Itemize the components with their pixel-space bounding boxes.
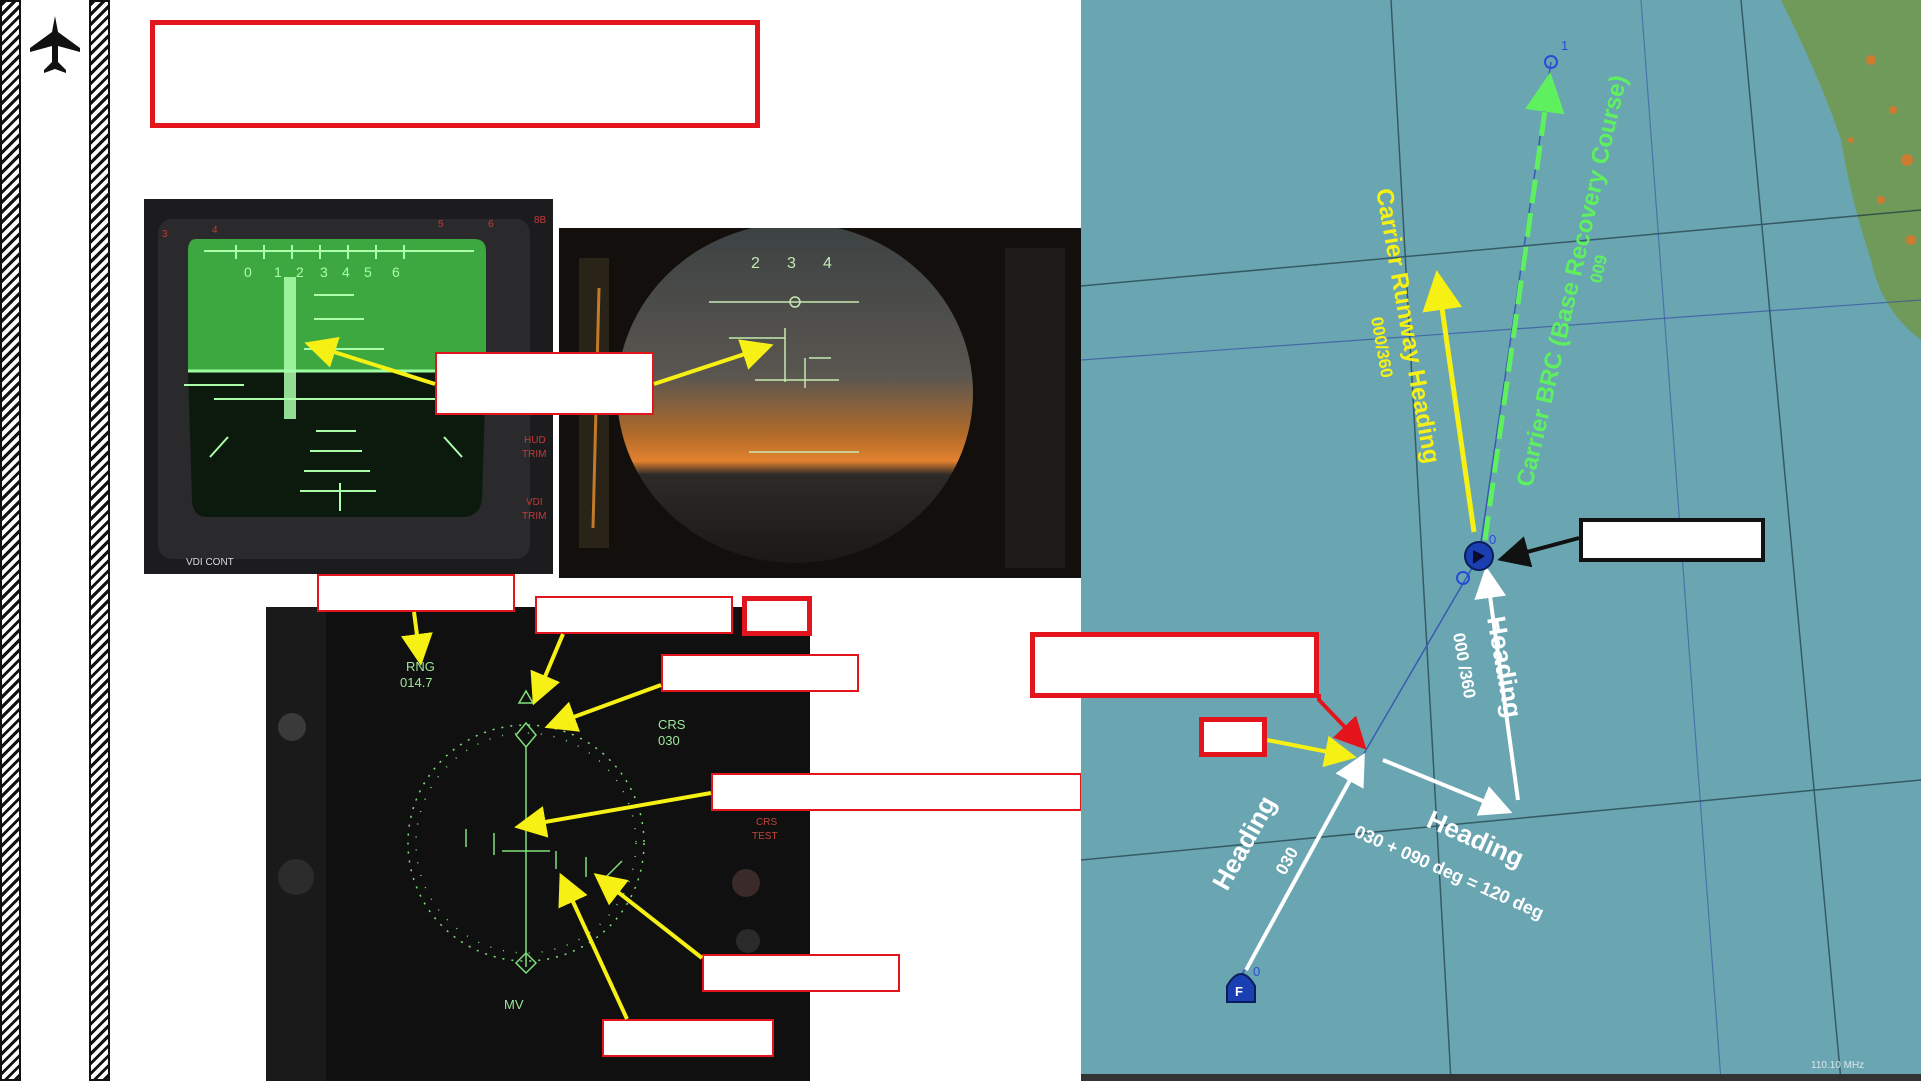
label-box-carrier [1579,518,1765,562]
vdi-top-num: 3 [162,229,168,240]
player-marker-label: F [1235,984,1243,999]
vdi-scale-num: 4 [342,264,350,280]
vdi-hud-label: HUD [524,435,546,446]
waypoint-0-label: 0 [1489,532,1496,547]
vdi-top-num: 5 [438,219,444,230]
vdi-top-num: 6 [488,219,494,230]
vdi-vdi-trim-label: TRIM [522,511,546,522]
label-box-vdi-hud [435,352,654,415]
label-box-course [661,654,859,692]
vdi-top-num: 8B [534,215,547,226]
map-panel: 1 0 0 F Carrier Runway Heading 000/360 C… [1081,0,1921,1081]
left-stripe-inner [89,0,110,1081]
vdi-scale-num: 5 [364,264,372,280]
frequency-readout: 110.10 MHz [1811,1060,1864,1071]
label-box-small [742,596,812,636]
jet-icon [28,14,82,76]
label-box-route-point [1030,632,1319,698]
vdi-top-num: 4 [212,225,218,236]
vdi-scale-num: 6 [392,264,400,280]
hud-scale-num: 2 [751,255,760,272]
title-box [150,20,760,128]
label-box-bottom [602,1019,774,1057]
hsd-rng-value: 014.7 [400,675,433,690]
hud-panel: 2 3 4 [559,228,1081,578]
hsd-side-label: TEST [752,831,778,842]
vdi-hud-trim-label: TRIM [522,449,546,460]
label-box-aircraft [711,773,1082,811]
hsd-crs-value: 030 [658,733,680,748]
hud-scale-num: 4 [823,255,832,272]
carrier-icon [1464,541,1494,571]
left-stripe-outer [0,0,21,1081]
waypoint-1-label: 1 [1561,38,1568,53]
vdi-scale-num: 1 [274,264,282,280]
label-box-rng [317,574,515,612]
hud-scale-num: 3 [787,255,796,272]
hsd-side-label: CRS [756,817,777,828]
hsd-crs-label: CRS [658,717,686,732]
label-box-route-small [1199,717,1267,757]
waypoint-0b-label: 0 [1253,964,1260,979]
player-aircraft-icon: F [1226,973,1256,1003]
vdi-scale-num: 2 [296,264,304,280]
hsd-mv-label: MV [504,997,524,1012]
vdi-scale-num: 3 [320,264,328,280]
vdi-scale-num: 0 [244,264,252,280]
label-box-bottom-right [702,954,900,992]
vdi-cont-label: VDI CONT [186,557,234,568]
vdi-vdi-label: VDI [526,497,543,508]
label-box-brg-top [535,596,733,634]
hsd-rng-label: RNG [406,659,435,674]
